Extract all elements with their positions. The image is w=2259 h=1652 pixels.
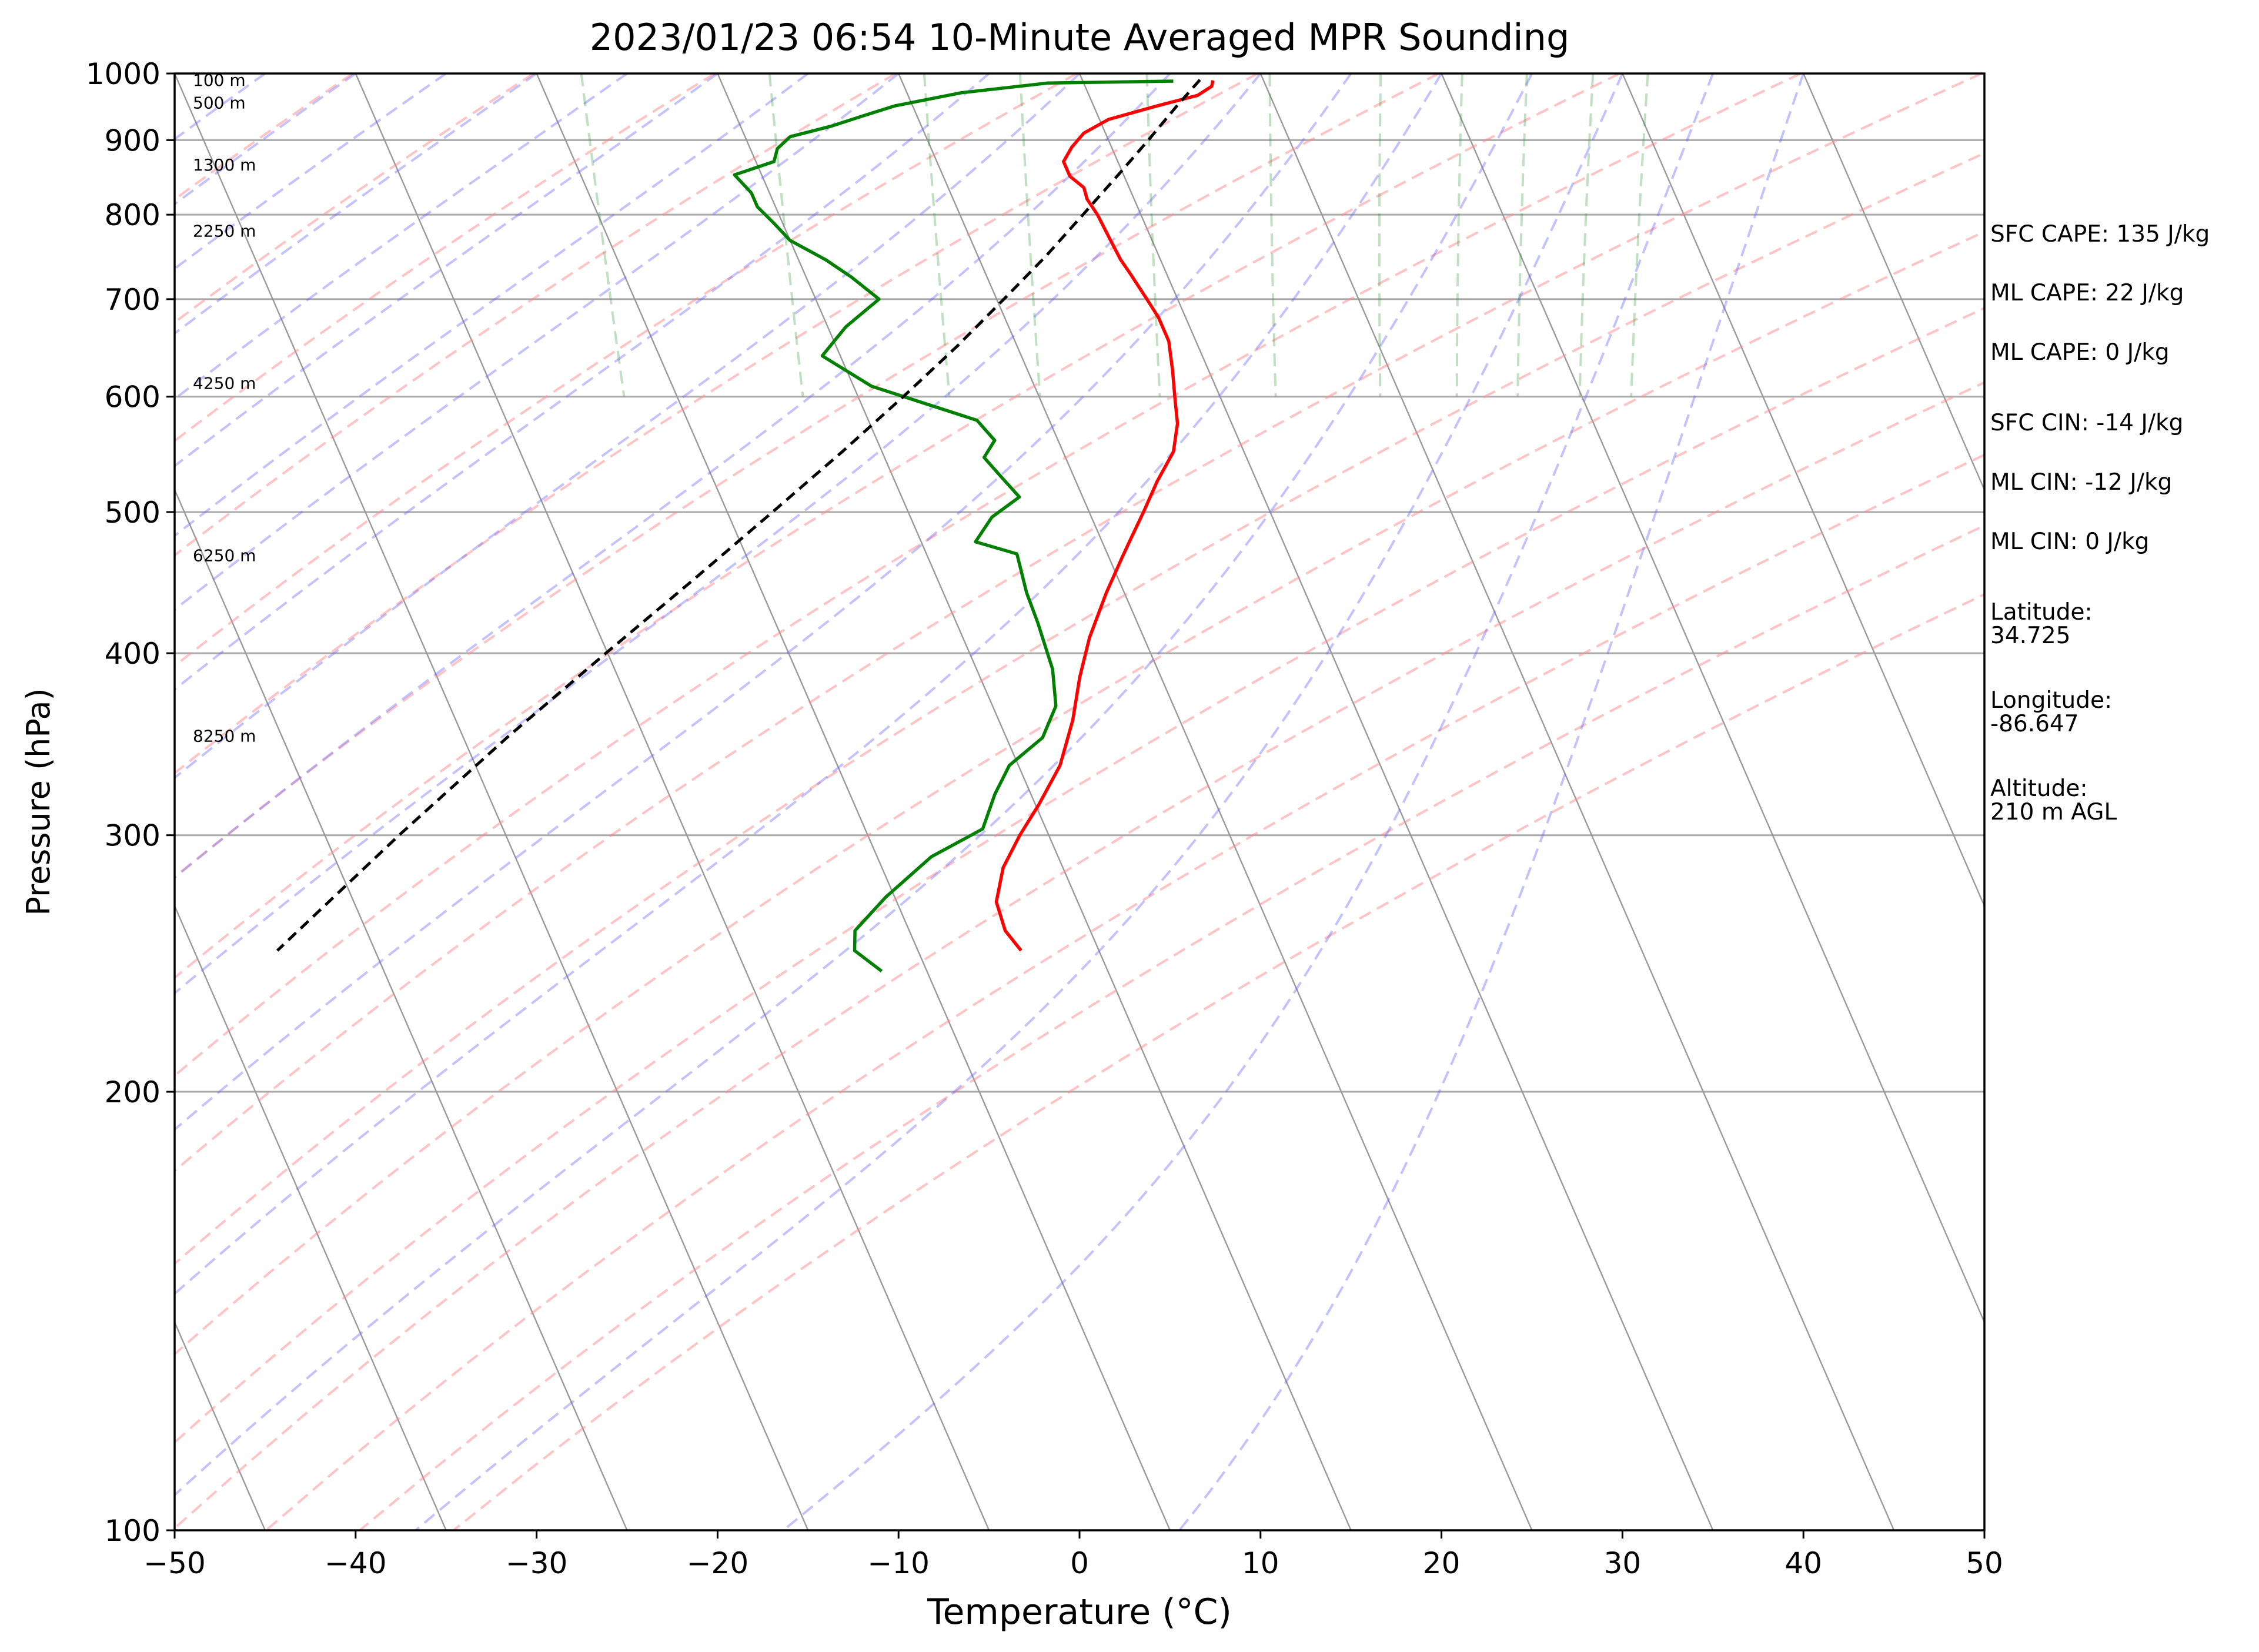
x-tick-label: 10	[1242, 1546, 1279, 1580]
height-label: 6250 m	[193, 546, 256, 565]
moist-adiabat-line	[175, 73, 990, 691]
mixing-ratio-line	[1516, 73, 1528, 397]
ml-cin-text: ML CIN: -12 J/kg	[1990, 469, 2173, 496]
y-axis-label: Pressure (hPa)	[20, 688, 57, 915]
sfc-cin-text: SFC CIN: -14 J/kg	[1990, 410, 2184, 436]
mixing-ratio-line	[580, 73, 626, 397]
mixing-ratio-line	[1018, 73, 1041, 397]
isotherm-line	[1078, 73, 1714, 1530]
moist-adiabat-line	[175, 73, 719, 468]
ml-cape-text: ML CAPE: 22 J/kg	[1990, 280, 2184, 306]
mixing-ratio-line	[1145, 73, 1161, 397]
altitude-label: Altitude:	[1990, 775, 2088, 802]
moist-adiabat-line	[175, 73, 1352, 1131]
dry-adiabat-line	[175, 73, 1439, 879]
x-tick-label: 50	[1966, 1546, 2003, 1580]
height-label: 100 m	[193, 71, 246, 90]
isotherm-line	[717, 73, 1352, 1530]
height-label: 4250 m	[193, 374, 256, 393]
isotherm-line	[175, 73, 809, 1530]
ml-cin-2-text: ML CIN: 0 J/kg	[1990, 529, 2150, 555]
parcel-profile-line	[276, 79, 1201, 952]
background-lines	[175, 73, 1984, 1530]
chart-title: 2023/01/23 06:54 10-Minute Averaged MPR …	[590, 16, 1570, 59]
moist-adiabat-line	[175, 73, 1262, 995]
moist-adiabat-line	[1178, 73, 1805, 1530]
isotherm-line	[1441, 73, 1984, 1325]
x-tick-label: 40	[1785, 1546, 1822, 1580]
isotherm-line	[1259, 73, 1895, 1530]
altitude-value: 210 m AGL	[1990, 799, 2117, 825]
mixing-ratio-line	[1268, 73, 1277, 397]
moist-adiabat-line	[175, 73, 1533, 1497]
y-tick-label: 100	[105, 1514, 161, 1548]
y-tick-label: 500	[105, 496, 161, 530]
y-tick-label: 1000	[86, 57, 161, 91]
y-tick-label: 900	[105, 123, 161, 158]
moist-adiabat-line	[782, 73, 1715, 1530]
y-tick-label: 600	[105, 380, 161, 414]
isotherm-line	[898, 73, 1533, 1530]
dry-adiabat-line	[175, 230, 1984, 1356]
mixing-ratio-line	[1455, 73, 1463, 397]
dry-adiabat-line	[175, 73, 1259, 775]
y-tick-label: 700	[105, 283, 161, 317]
moist-adiabat-line	[175, 73, 809, 537]
mixing-ratio-line	[1378, 73, 1382, 397]
isotherm-line	[175, 904, 447, 1530]
axes: −50 −40 −30 −20 −10 0 10 20 30 40 50 1000 900 800 700 6…	[86, 57, 2003, 1580]
dewpoint-profile-line	[733, 79, 1174, 973]
x-tick-label: −30	[506, 1546, 568, 1580]
x-tick-label: −50	[143, 1546, 206, 1580]
mixing-ratio-line	[1578, 73, 1595, 397]
mixing-ratio-line	[923, 73, 951, 397]
x-tick-label: −20	[687, 1546, 749, 1580]
height-label: 1300 m	[193, 155, 256, 175]
sfc-cape-text: SFC CAPE: 135 J/kg	[1990, 221, 2210, 248]
moist-adiabat-line	[175, 73, 900, 611]
dry-adiabat-line	[359, 524, 1984, 1530]
dry-adiabat-line	[175, 73, 1078, 668]
ml-cape-2-text: ML CAPE: 0 J/kg	[1990, 339, 2170, 366]
dry-adiabat-line	[175, 306, 1984, 1444]
y-tick-label: 300	[105, 819, 161, 853]
height-label: 500 m	[193, 93, 246, 113]
moist-adiabat-line	[415, 73, 1624, 1530]
x-tick-label: −10	[867, 1546, 930, 1580]
sounding-lines	[276, 79, 1215, 973]
y-tick-label: 800	[105, 198, 161, 232]
x-tick-label: 30	[1604, 1546, 1642, 1580]
dry-adiabat-line	[175, 73, 535, 324]
isotherm-line	[355, 73, 990, 1530]
dry-adiabat-line	[175, 73, 716, 443]
y-tick-label: 200	[105, 1075, 161, 1109]
isotherm-line	[1803, 73, 1984, 492]
isotherm-line	[536, 73, 1171, 1530]
dry-adiabat-line	[175, 73, 1620, 979]
latitude-value: 34.725	[1990, 623, 2071, 649]
height-label: 2250 m	[193, 221, 256, 240]
x-axis-label: Temperature (°C)	[927, 1591, 1232, 1633]
x-tick-label: 20	[1423, 1546, 1461, 1580]
longitude-label: Longitude:	[1990, 687, 2113, 714]
moist-adiabat-line	[175, 73, 1081, 780]
longitude-value: -86.647	[1990, 711, 2079, 737]
dry-adiabat-line	[175, 152, 1984, 1266]
dry-adiabat-line	[175, 381, 1984, 1530]
isotherm-line	[175, 487, 628, 1530]
latitude-label: Latitude:	[1990, 599, 2093, 626]
mixing-ratio-line	[1630, 73, 1649, 397]
dry-adiabat-line	[175, 73, 1983, 1173]
y-tick-label: 400	[105, 637, 161, 671]
x-tick-label: 0	[1070, 1546, 1089, 1580]
isotherm-line	[1622, 73, 1984, 908]
dry-adiabat-line	[265, 453, 1984, 1530]
x-tick-label: −40	[325, 1546, 387, 1580]
mixing-ratio-line	[768, 73, 804, 397]
temperature-profile-line	[994, 80, 1215, 952]
height-label: 8250 m	[193, 727, 256, 746]
